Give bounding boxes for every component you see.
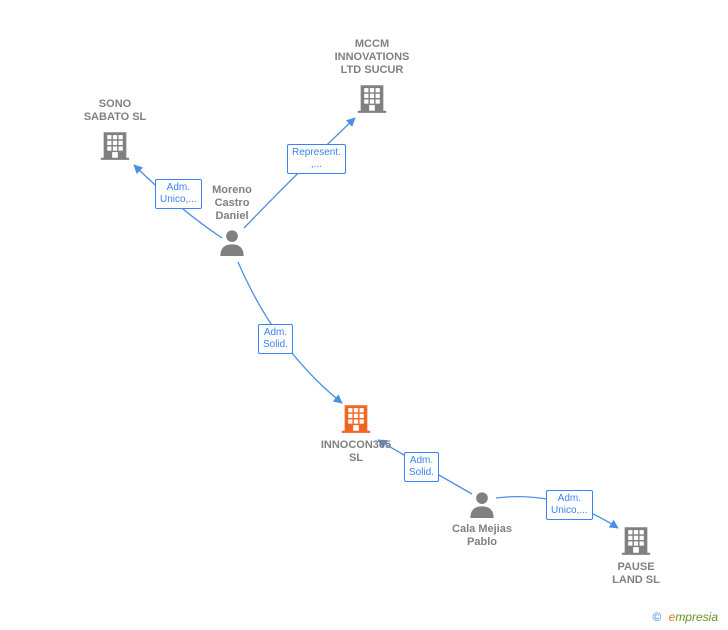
building-icon[interactable] [619, 523, 653, 557]
copyright-symbol: © [652, 610, 661, 624]
person-icon[interactable] [218, 227, 246, 257]
person-icon[interactable] [468, 489, 496, 519]
edge-label-moreno-mccm: Represent.,... [287, 144, 346, 174]
node-label-innocon: INNOCON365SL [296, 439, 416, 465]
footer-credit: © empresia [652, 610, 718, 624]
edge-label-cala-pause: Adm.Unico,... [546, 490, 593, 520]
building-icon[interactable] [355, 81, 389, 115]
building-icon[interactable] [98, 128, 132, 162]
node-label-sono: SONOSABATO SL [55, 98, 175, 124]
node-label-mccm: MCCMINNOVATIONSLTD SUCUR [312, 38, 432, 78]
node-label-cala: Cala MejiasPablo [422, 523, 542, 549]
edge-label-cala-innocon: Adm.Solid. [404, 452, 439, 482]
edge-label-moreno-innocon: Adm.Solid. [258, 324, 293, 354]
node-label-pause: PAUSELAND SL [576, 561, 696, 587]
brand-rest: mpresia [675, 610, 718, 624]
edge-label-moreno-sono: Adm.Unico,... [155, 179, 202, 209]
building-icon[interactable] [339, 401, 373, 435]
